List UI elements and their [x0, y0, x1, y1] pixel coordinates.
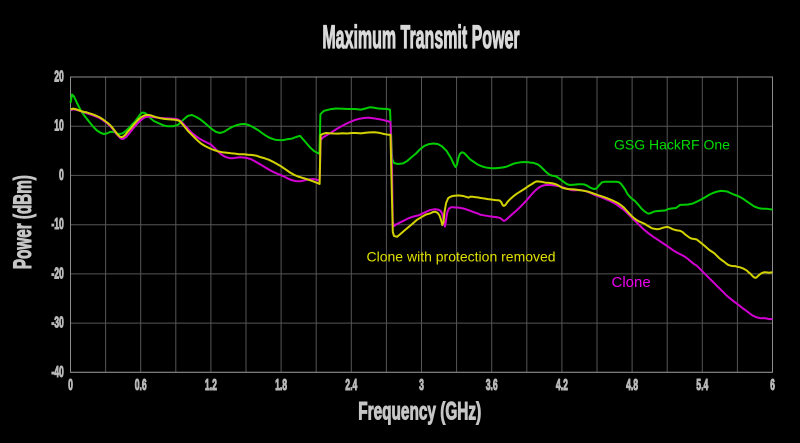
svg-text:3.6: 3.6: [486, 375, 498, 394]
svg-text:Frequency (GHz): Frequency (GHz): [358, 398, 481, 426]
svg-text:0: 0: [68, 375, 73, 394]
svg-text:-10: -10: [51, 214, 63, 233]
svg-text:GSG HackRF One: GSG HackRF One: [614, 137, 730, 153]
svg-text:1.8: 1.8: [275, 375, 287, 394]
svg-text:Maximum Transmit Power: Maximum Transmit Power: [322, 20, 519, 55]
svg-text:6: 6: [770, 375, 775, 394]
svg-text:1.2: 1.2: [205, 375, 217, 394]
svg-text:-20: -20: [51, 263, 63, 282]
svg-text:2.4: 2.4: [345, 375, 358, 394]
svg-text:3: 3: [419, 375, 424, 394]
svg-text:20: 20: [54, 67, 64, 86]
svg-text:Power (dBm): Power (dBm): [9, 175, 37, 269]
svg-text:0.6: 0.6: [135, 375, 147, 394]
svg-text:0: 0: [59, 165, 64, 184]
svg-text:5.4: 5.4: [696, 375, 709, 394]
svg-text:10: 10: [54, 116, 64, 135]
svg-text:Clone with protection removed: Clone with protection removed: [367, 249, 556, 265]
svg-text:-30: -30: [51, 313, 63, 332]
svg-text:Clone: Clone: [612, 274, 651, 291]
svg-text:4.2: 4.2: [556, 375, 568, 394]
svg-text:4.8: 4.8: [626, 375, 638, 394]
svg-text:-40: -40: [51, 362, 63, 381]
